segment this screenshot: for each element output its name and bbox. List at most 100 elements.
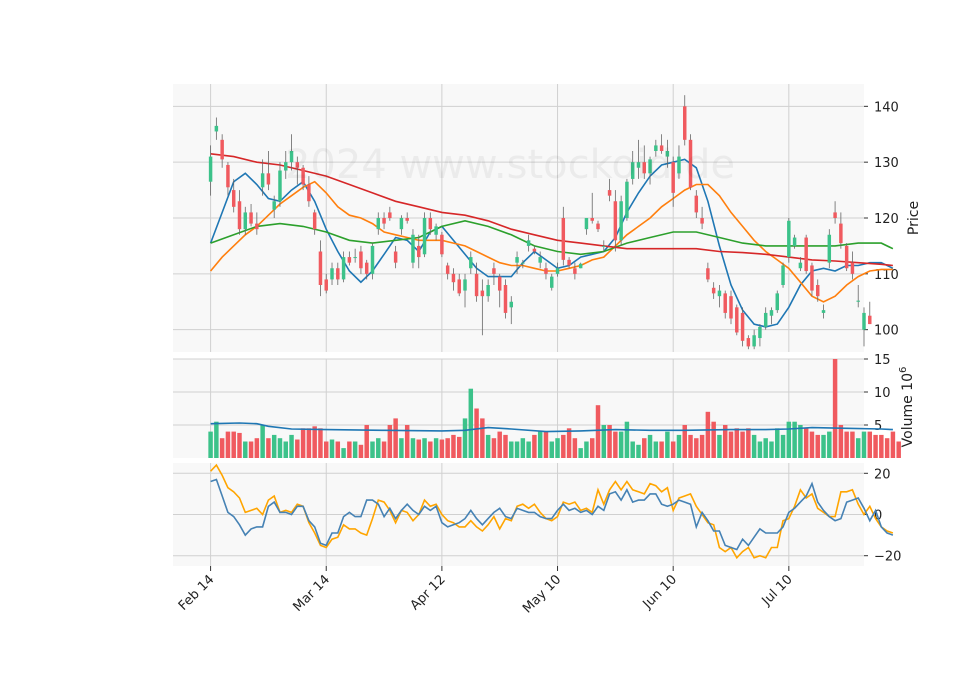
candle [752, 329, 756, 350]
candle-body [683, 106, 687, 140]
volume-bar [451, 434, 456, 458]
candle [758, 324, 762, 347]
candle [781, 262, 785, 288]
volume-bar [838, 425, 844, 458]
volume-bar [254, 438, 260, 458]
candle-body [769, 310, 774, 316]
y-tick-label: 5 [874, 419, 882, 434]
candle-body [833, 212, 837, 218]
candle-body [850, 262, 855, 274]
candle-body [706, 268, 710, 280]
volume-bar [208, 431, 213, 458]
candle-body [659, 145, 664, 151]
candle [677, 145, 681, 179]
candle [711, 282, 716, 299]
candle [717, 285, 722, 308]
candle [584, 218, 589, 235]
candle-body [336, 268, 340, 280]
candle [451, 268, 456, 291]
candle [307, 176, 311, 207]
candle-body [758, 326, 762, 339]
candle-body [220, 139, 224, 160]
candle-body [497, 276, 502, 291]
candle-body [816, 285, 820, 297]
candle-body [538, 257, 542, 263]
volume-bar [381, 441, 387, 458]
candle [839, 212, 843, 249]
volume-bar [445, 438, 450, 458]
candle [393, 245, 398, 269]
x-tick-label: Jul 10 [759, 572, 796, 609]
volume-bar [717, 434, 722, 458]
volume-bar [607, 425, 612, 458]
volume-bar [225, 431, 231, 458]
osc_b-line [210, 463, 894, 560]
candle [463, 273, 467, 308]
candle [665, 139, 670, 168]
candle-body [347, 257, 352, 263]
volume-bar [624, 421, 630, 458]
candle-body [613, 201, 618, 241]
candle [683, 95, 687, 146]
candle [440, 231, 444, 258]
candle-body [584, 218, 589, 230]
candle [792, 234, 797, 249]
candle-body [463, 279, 467, 291]
volume-bar [601, 425, 607, 458]
candle-body [590, 218, 594, 221]
candle-body [226, 164, 230, 188]
candle-body [492, 268, 496, 274]
candle-body [544, 268, 548, 274]
candle [341, 251, 346, 283]
candle [775, 290, 779, 313]
volume-bar [676, 434, 682, 458]
volume-bar [786, 421, 792, 458]
candle [555, 262, 560, 277]
volume-bar [283, 441, 288, 458]
osc_a-line [210, 478, 894, 551]
volume-bar [266, 438, 271, 458]
volume-bar [647, 434, 653, 458]
volume-bar [485, 434, 491, 458]
candle-body [445, 265, 450, 274]
volume-bar [295, 439, 300, 458]
volume-bar [503, 434, 508, 458]
candle [862, 307, 866, 347]
candle [347, 251, 352, 266]
candle-body [330, 268, 334, 280]
volume-bar [850, 431, 855, 458]
candle-body [839, 223, 843, 244]
candle [706, 262, 710, 283]
candle-body [717, 290, 722, 297]
candle [810, 262, 814, 297]
candle [220, 134, 224, 168]
candle [417, 234, 421, 269]
volume-bar [572, 438, 578, 458]
candle-body [561, 218, 566, 260]
candle-body [567, 259, 571, 266]
volume-bar [335, 441, 341, 458]
candle-body [359, 251, 363, 269]
candle [550, 273, 554, 291]
candle-body [752, 335, 756, 347]
volume-bar [803, 428, 809, 458]
volume-bar [439, 439, 445, 458]
candle-body [249, 212, 253, 224]
candle-body [434, 226, 438, 235]
volume-bar [561, 434, 566, 458]
candle-body [503, 285, 508, 313]
volume-bar [775, 428, 780, 458]
candle-body [526, 240, 531, 246]
volume-bar [630, 441, 635, 458]
candle-body [671, 162, 675, 193]
candle-body [255, 223, 259, 230]
candle-body [382, 218, 386, 224]
volume-bar [855, 438, 861, 458]
candle [671, 156, 675, 207]
candle-body [775, 293, 779, 311]
candle-body [735, 307, 739, 333]
candle-body [260, 173, 265, 188]
y-tick-label: 20 [874, 467, 891, 482]
candle [318, 240, 323, 297]
candle-body [515, 257, 519, 263]
